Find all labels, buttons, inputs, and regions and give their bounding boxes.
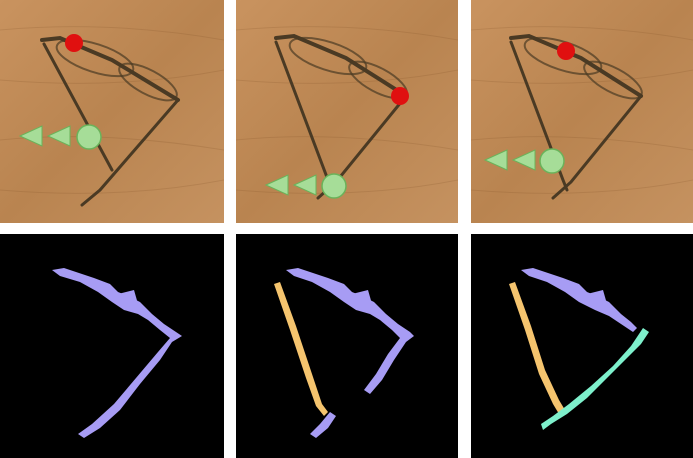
wood-background [236,0,458,223]
mask-segment-purple [286,268,414,438]
negative-click-icon [65,34,83,52]
mask-panel-2 [236,234,458,458]
negative-click-icon [391,87,409,105]
mask-segment-orange [274,282,328,416]
wood-background [0,0,224,223]
photo-panel-3 [471,0,693,223]
eyeglasses [509,33,643,200]
wood-background [471,0,693,223]
mask-background [236,234,458,458]
mask-background [0,234,224,458]
mask-panel-3 [471,234,693,458]
positive-click-icon [18,124,102,150]
eyeglasses [40,35,180,207]
mask-panel-1 [0,234,224,458]
photo-panel-2 [236,0,458,223]
positive-click-icon [264,173,347,199]
negative-click-icon [557,42,575,60]
photo-panel-1 [0,0,224,223]
mask-segment-purple [521,268,637,332]
positive-click-icon [483,148,565,174]
mask-background [471,234,693,458]
mask-segment-orange [509,282,565,414]
mask-segment-cyan [541,328,649,430]
mask-segment-purple [52,268,182,438]
